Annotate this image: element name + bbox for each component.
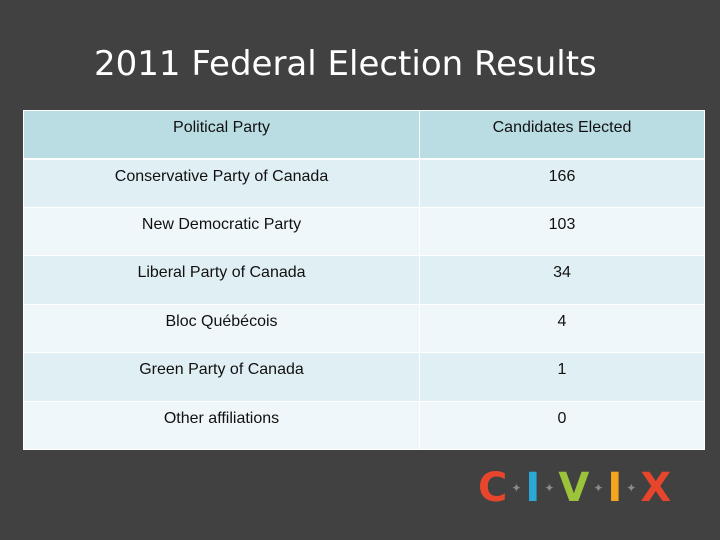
elected-cell: 166 [419, 158, 705, 208]
logo-letter-v: V [558, 465, 590, 511]
table-row: New Democratic Party 103 [23, 206, 705, 256]
table-row: Conservative Party of Canada 166 [23, 158, 705, 208]
party-cell: Conservative Party of Canada [23, 158, 420, 208]
maple-leaf-icon: ✦ [511, 481, 522, 495]
table-header-row: Political Party Candidates Elected [23, 110, 705, 160]
maple-leaf-icon: ✦ [626, 481, 637, 495]
logo-letter-x: X [640, 465, 672, 511]
results-table: Political Party Candidates Elected Conse… [23, 110, 705, 450]
logo-letter-i: I [525, 465, 541, 511]
logo-letter-c: C [478, 465, 508, 511]
header-candidates-elected: Candidates Elected [419, 110, 705, 160]
table-row: Other affiliations 0 [23, 400, 705, 450]
table-row: Liberal Party of Canada 34 [23, 255, 705, 305]
table-row: Bloc Québécois 4 [23, 303, 705, 353]
elected-cell: 1 [419, 352, 705, 402]
party-cell: Bloc Québécois [23, 303, 420, 353]
slide-title: 2011 Federal Election Results [94, 44, 597, 84]
party-cell: Green Party of Canada [23, 352, 420, 402]
party-cell: Other affiliations [23, 400, 420, 450]
party-cell: Liberal Party of Canada [23, 255, 420, 305]
logo-letter-i: I [607, 465, 623, 511]
maple-leaf-icon: ✦ [593, 481, 604, 495]
civix-logo: C ✦ I ✦ V ✦ I ✦ X [478, 466, 671, 510]
party-cell: New Democratic Party [23, 206, 420, 256]
elected-cell: 4 [419, 303, 705, 353]
header-political-party: Political Party [23, 110, 420, 160]
table-row: Green Party of Canada 1 [23, 352, 705, 402]
elected-cell: 103 [419, 206, 705, 256]
elected-cell: 0 [419, 400, 705, 450]
maple-leaf-icon: ✦ [544, 481, 555, 495]
elected-cell: 34 [419, 255, 705, 305]
